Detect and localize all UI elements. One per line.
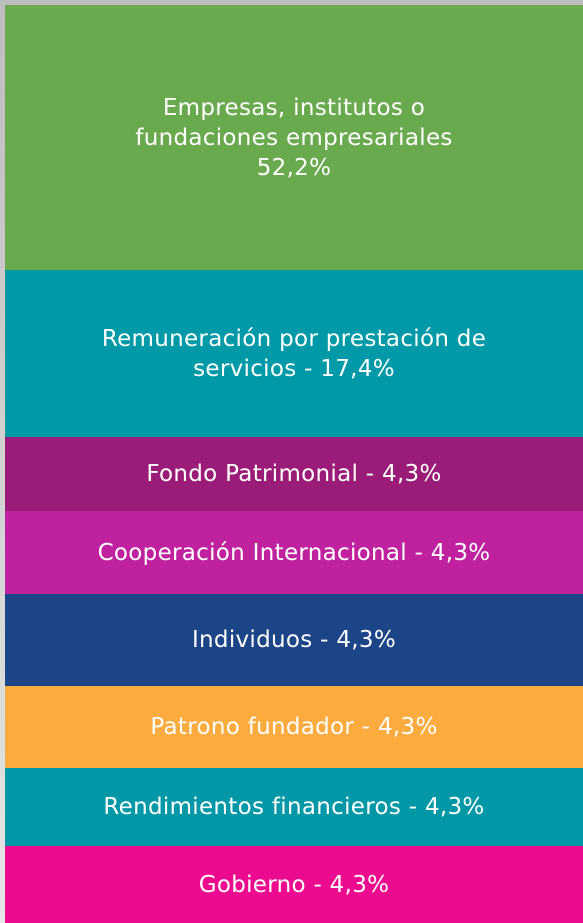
segment: Gobierno - 4,3% <box>5 846 583 923</box>
segment-label: Individuos - 4,3% <box>191 627 397 653</box>
segment-label: Fondo Patrimonial - 4,3% <box>146 461 442 487</box>
segment-label: Patrono fundador - 4,3% <box>150 714 438 740</box>
segment-label: Rendimientos financieros - 4,3% <box>103 794 485 820</box>
segment: Empresas, institutos o fundaciones empre… <box>5 5 583 270</box>
segment-label: Empresas, institutos o fundaciones empre… <box>135 94 453 151</box>
segment: Cooperación Internacional - 4,3% <box>5 511 583 594</box>
segment: Patrono fundador - 4,3% <box>5 686 583 768</box>
segment-value: 52,2% <box>256 154 332 181</box>
segment: Individuos - 4,3% <box>5 594 583 686</box>
segment-label: Gobierno - 4,3% <box>198 871 390 898</box>
segment: Remuneración por prestación de servicios… <box>5 270 583 437</box>
segment-label: Cooperación Internacional - 4,3% <box>97 539 491 566</box>
segment: Rendimientos financieros - 4,3% <box>5 768 583 846</box>
segment-label: Remuneración por prestación de servicios… <box>101 325 487 382</box>
segment: Fondo Patrimonial - 4,3% <box>5 437 583 511</box>
